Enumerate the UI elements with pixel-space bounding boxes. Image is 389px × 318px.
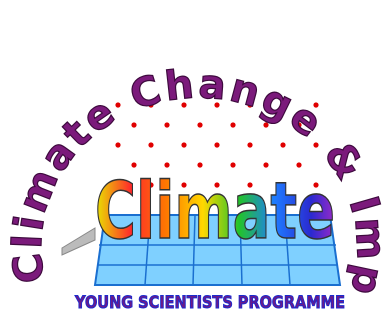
dot	[280, 142, 285, 147]
dot	[164, 122, 169, 127]
dot	[197, 122, 202, 127]
dot	[131, 122, 136, 127]
dot	[230, 122, 235, 127]
dot	[247, 142, 252, 147]
climate-word: Climate	[95, 167, 335, 257]
logo: Climate Change & Impact Climate YOUNG SC…	[0, 0, 389, 318]
programme-label: YOUNG SCIENTISTS PROGRAMME	[74, 293, 345, 313]
dot	[148, 142, 153, 147]
dot	[115, 142, 120, 147]
dot	[214, 142, 219, 147]
dot	[181, 142, 186, 147]
